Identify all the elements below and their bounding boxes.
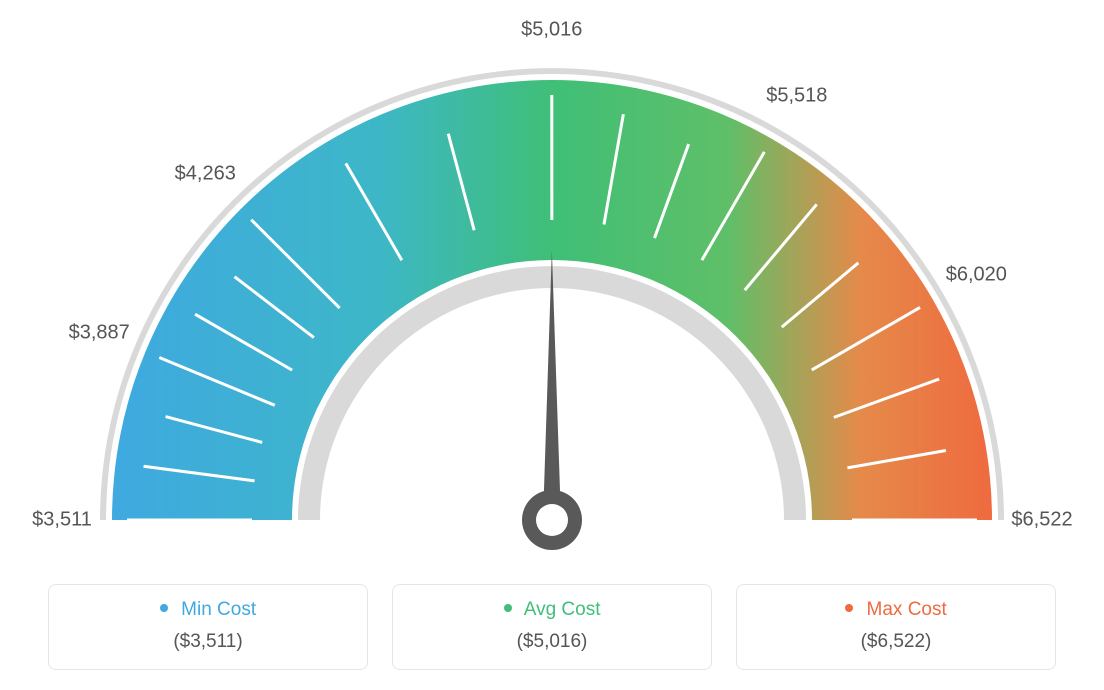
min-cost-dot: [160, 604, 168, 612]
gauge-tick-label: $4,263: [175, 162, 236, 185]
avg-cost-title: Avg Cost: [413, 599, 691, 621]
avg-cost-value: ($5,016): [413, 631, 691, 653]
avg-cost-label: Avg Cost: [524, 599, 601, 620]
max-cost-card: Max Cost ($6,522): [736, 584, 1056, 670]
max-cost-value: ($6,522): [757, 631, 1035, 653]
min-cost-title: Min Cost: [69, 599, 347, 621]
gauge-tick-label: $3,887: [69, 321, 130, 344]
gauge-tick-label: $6,522: [1011, 509, 1072, 532]
gauge-tick-label: $5,016: [521, 19, 582, 42]
gauge-chart: $3,511 $3,887 $4,263 $5,016 $5,518 $6,020 $6,5…: [0, 0, 1104, 560]
max-cost-label: Max Cost: [867, 599, 947, 620]
gauge-tick-label: $6,020: [946, 263, 1007, 286]
gauge-tick-label: $3,511: [32, 509, 92, 532]
min-cost-value: ($3,511): [69, 631, 347, 653]
min-cost-label: Min Cost: [181, 599, 256, 620]
gauge-tick-label: $5,518: [766, 84, 827, 107]
avg-cost-card: Avg Cost ($5,016): [392, 584, 712, 670]
gauge-svg: [0, 0, 1104, 560]
max-cost-title: Max Cost: [757, 599, 1035, 621]
summary-cards: Min Cost ($3,511) Avg Cost ($5,016) Max …: [0, 584, 1104, 670]
min-cost-card: Min Cost ($3,511): [48, 584, 368, 670]
max-cost-dot: [845, 604, 853, 612]
avg-cost-dot: [504, 604, 512, 612]
